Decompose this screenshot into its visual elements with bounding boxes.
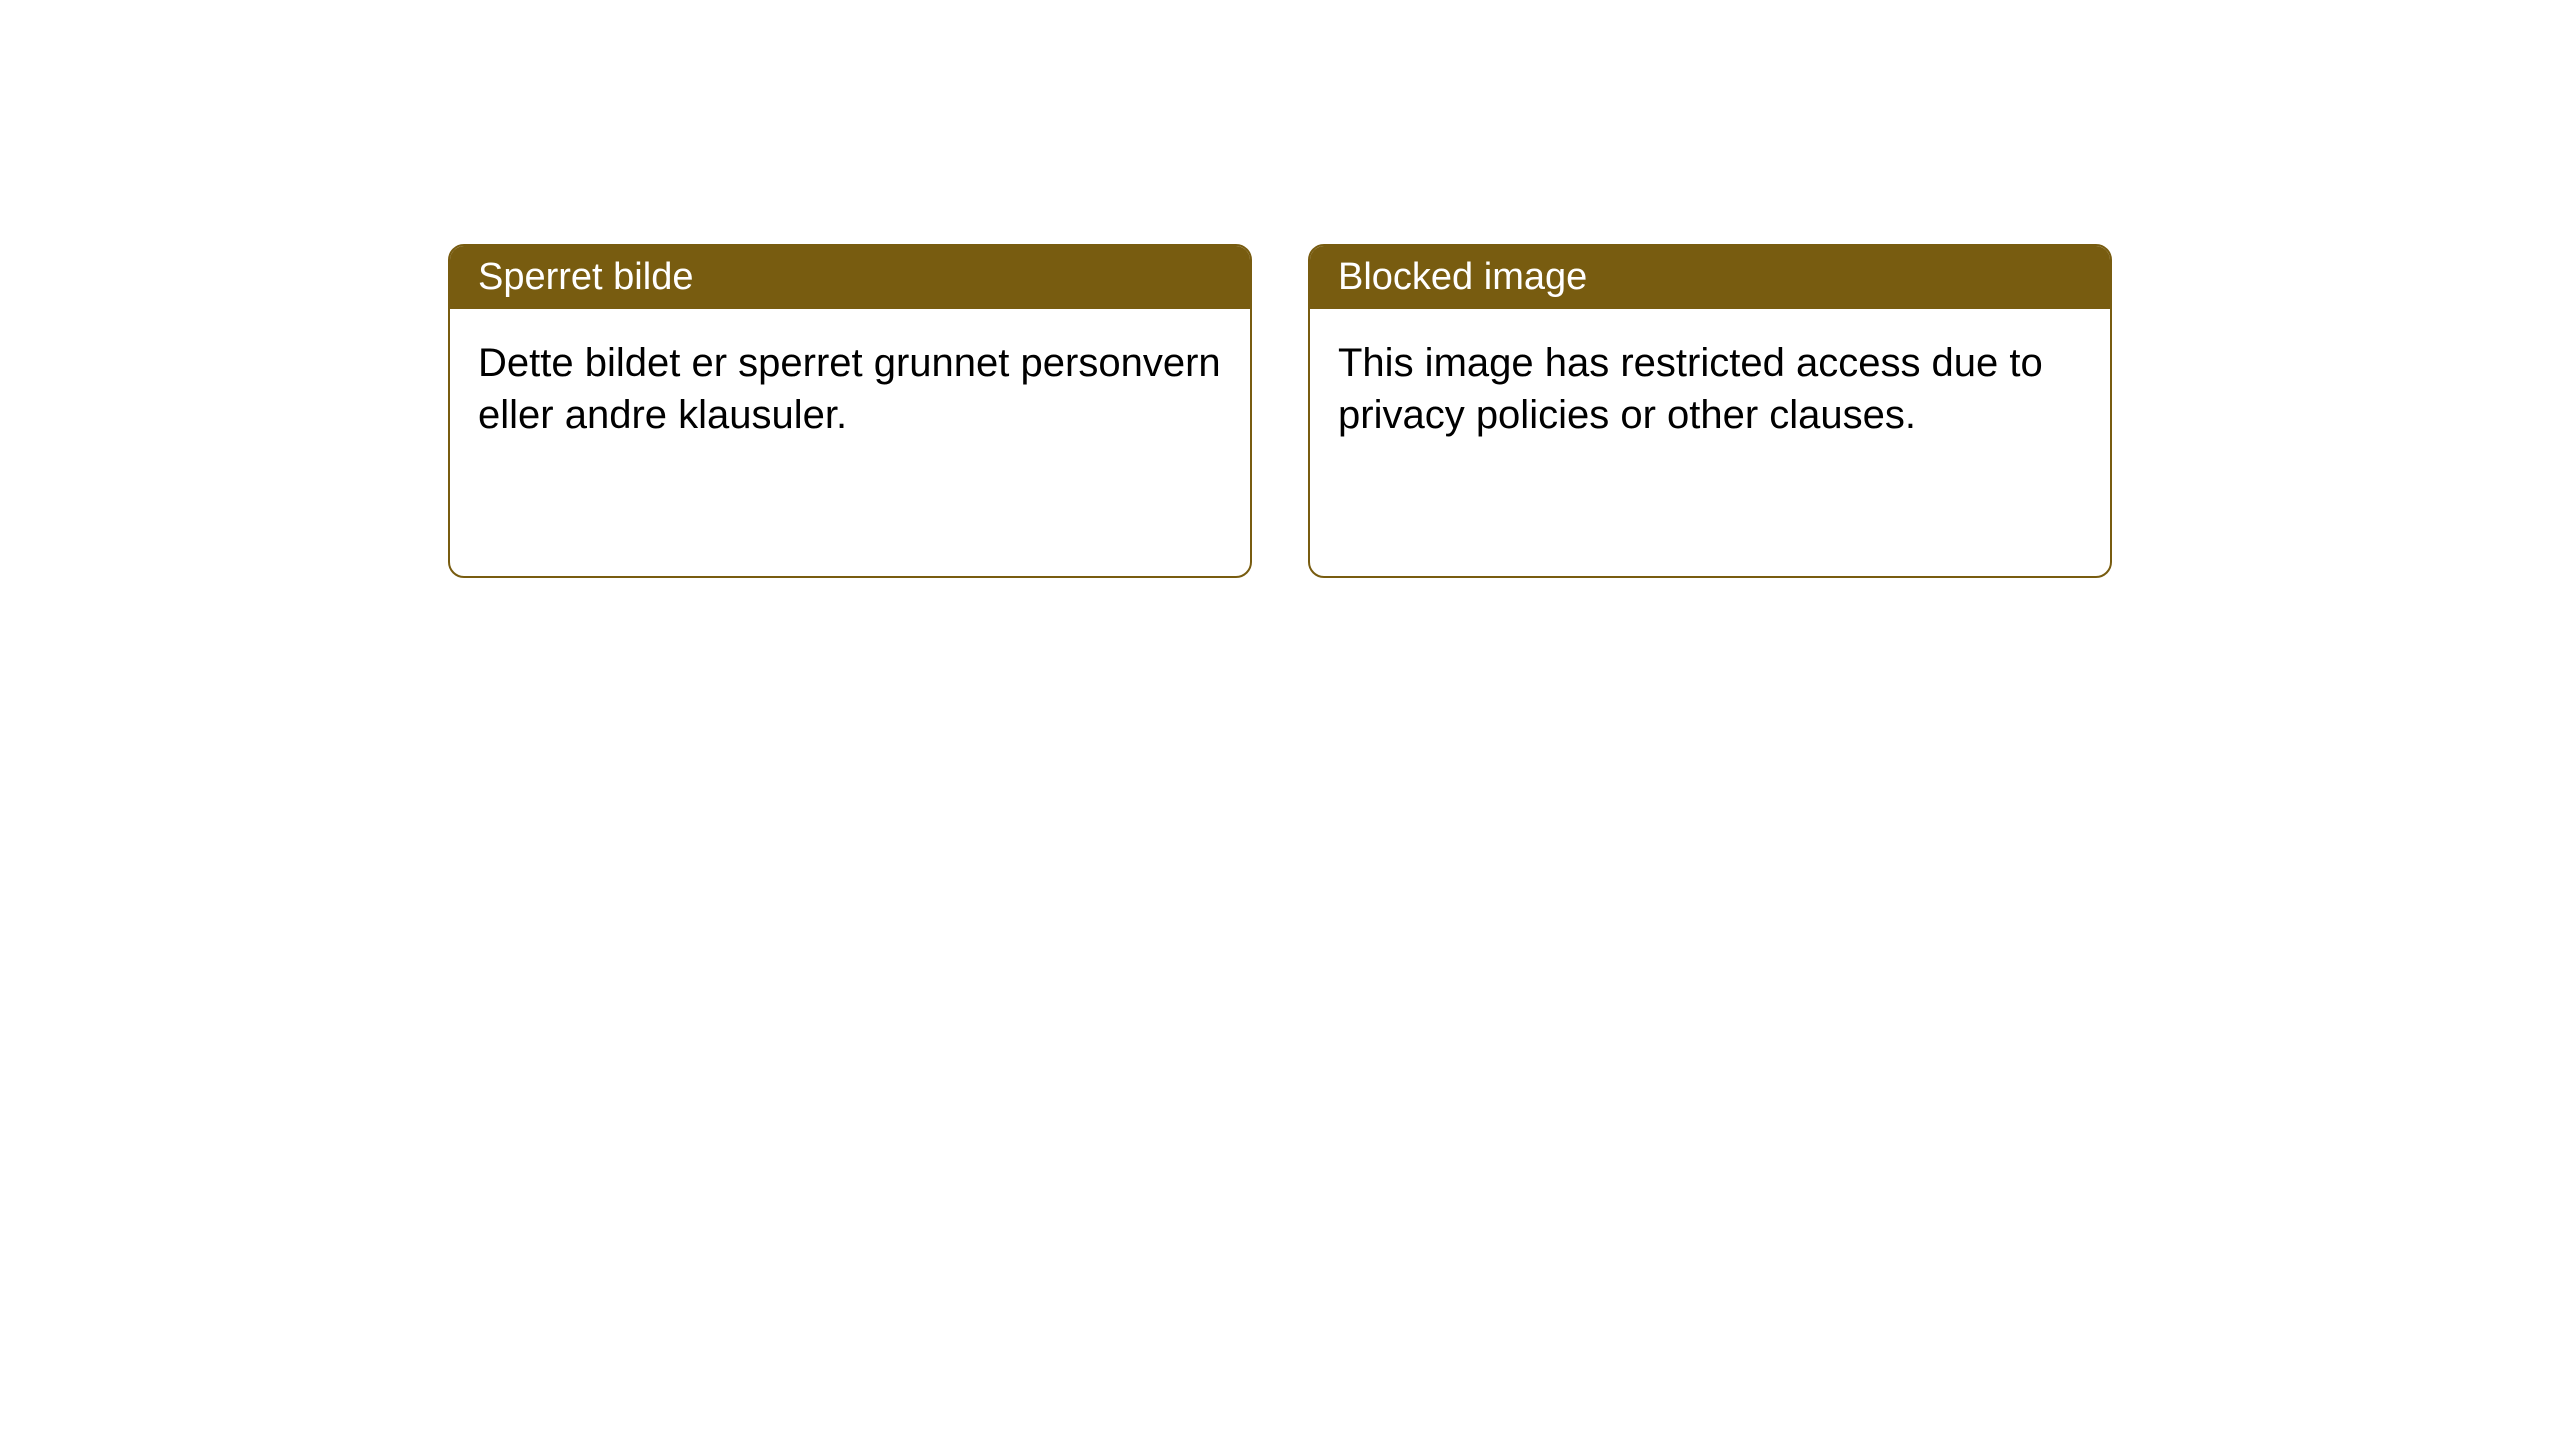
notice-box-norwegian: Sperret bilde Dette bildet er sperret gr…: [448, 244, 1252, 578]
notice-title: Blocked image: [1338, 256, 1587, 298]
notice-body: Dette bildet er sperret grunnet personve…: [450, 309, 1250, 469]
notice-body: This image has restricted access due to …: [1310, 309, 2110, 469]
notice-header: Sperret bilde: [450, 246, 1250, 309]
notice-container: Sperret bilde Dette bildet er sperret gr…: [0, 0, 2560, 578]
notice-body-text: This image has restricted access due to …: [1338, 341, 2043, 437]
notice-header: Blocked image: [1310, 246, 2110, 309]
notice-body-text: Dette bildet er sperret grunnet personve…: [478, 341, 1221, 437]
notice-box-english: Blocked image This image has restricted …: [1308, 244, 2112, 578]
notice-title: Sperret bilde: [478, 256, 693, 298]
